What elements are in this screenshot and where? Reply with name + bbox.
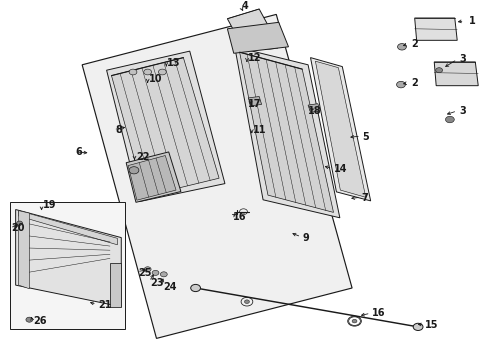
Text: 4: 4 (241, 1, 248, 12)
Polygon shape (111, 58, 219, 196)
Polygon shape (106, 51, 224, 202)
Polygon shape (414, 18, 456, 40)
Polygon shape (307, 104, 320, 112)
Circle shape (244, 300, 249, 303)
Text: 10: 10 (149, 74, 163, 84)
Polygon shape (227, 9, 267, 34)
Polygon shape (126, 152, 181, 202)
Circle shape (26, 317, 33, 322)
Text: 25: 25 (138, 268, 151, 278)
Text: 14: 14 (333, 164, 346, 174)
Text: 16: 16 (371, 308, 385, 318)
Polygon shape (315, 61, 365, 197)
Text: 20: 20 (11, 222, 24, 233)
Text: 11: 11 (253, 125, 266, 135)
Text: 3: 3 (459, 54, 466, 64)
Circle shape (129, 69, 137, 75)
Circle shape (158, 69, 166, 75)
Polygon shape (239, 52, 333, 212)
Circle shape (435, 68, 442, 73)
Circle shape (129, 167, 139, 174)
Polygon shape (10, 202, 124, 329)
Text: 24: 24 (163, 282, 176, 292)
Circle shape (160, 272, 167, 277)
Text: 2: 2 (410, 78, 417, 88)
Bar (249, 43, 263, 50)
Circle shape (190, 284, 200, 292)
Text: 22: 22 (136, 152, 149, 162)
Polygon shape (82, 14, 351, 338)
Circle shape (412, 323, 422, 330)
Text: 12: 12 (248, 53, 262, 63)
Text: 9: 9 (302, 233, 308, 243)
Polygon shape (310, 58, 370, 201)
Circle shape (152, 270, 159, 275)
Text: 7: 7 (361, 193, 368, 203)
Polygon shape (128, 156, 176, 200)
Circle shape (17, 221, 22, 225)
Polygon shape (16, 210, 121, 307)
Circle shape (143, 69, 151, 75)
Polygon shape (433, 62, 477, 86)
Text: 13: 13 (167, 58, 181, 68)
Text: 15: 15 (425, 320, 438, 330)
Text: 16: 16 (232, 212, 246, 222)
Text: 2: 2 (410, 39, 417, 49)
Text: 3: 3 (459, 106, 466, 116)
Polygon shape (19, 211, 29, 289)
Circle shape (397, 44, 406, 50)
Circle shape (144, 267, 151, 272)
Text: 18: 18 (307, 106, 321, 116)
Circle shape (396, 81, 405, 88)
Polygon shape (110, 263, 121, 307)
Polygon shape (19, 211, 117, 245)
Circle shape (445, 116, 453, 123)
Bar (264, 43, 277, 50)
Text: 5: 5 (361, 132, 368, 142)
Polygon shape (227, 22, 288, 53)
Text: 17: 17 (248, 99, 262, 109)
Text: 1: 1 (468, 16, 474, 26)
Text: 6: 6 (76, 147, 82, 157)
Text: 19: 19 (43, 200, 57, 210)
Text: 8: 8 (115, 125, 122, 135)
Circle shape (351, 319, 356, 323)
Polygon shape (234, 47, 339, 218)
Bar (232, 43, 245, 50)
Text: 26: 26 (33, 316, 47, 326)
Text: 23: 23 (150, 278, 164, 288)
Polygon shape (248, 96, 261, 106)
Text: 21: 21 (98, 300, 111, 310)
